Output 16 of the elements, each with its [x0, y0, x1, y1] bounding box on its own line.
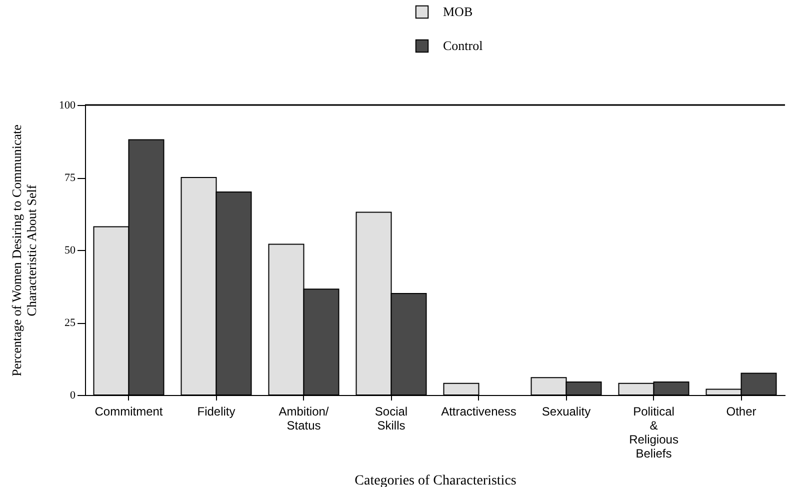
y-tick-label: 0	[70, 390, 76, 402]
x-tick-label: Commitment	[94, 404, 164, 418]
x-tick-label: Other	[726, 404, 756, 418]
x-tick-label: Sexuality	[542, 404, 591, 418]
y-tick-label: 100	[59, 100, 76, 112]
y-tick-label: 50	[64, 244, 76, 256]
legend-label: MOB	[443, 4, 473, 19]
y-tick-label: 25	[64, 317, 76, 329]
legend-label: Control	[443, 38, 484, 53]
x-tick-label: Attractiveness	[441, 404, 516, 418]
y-axis-title: Percentage of Women Desiring to Communicate Characteristic About Self	[9, 124, 39, 376]
x-tick-label: Ambition/ Status	[278, 404, 330, 432]
x-tick-label: Political & Religious Beliefs	[629, 404, 678, 460]
y-tick-label: 75	[64, 172, 76, 184]
x-tick-label: Social Skills	[374, 404, 408, 432]
x-tick-label: Fidelity	[197, 404, 236, 418]
